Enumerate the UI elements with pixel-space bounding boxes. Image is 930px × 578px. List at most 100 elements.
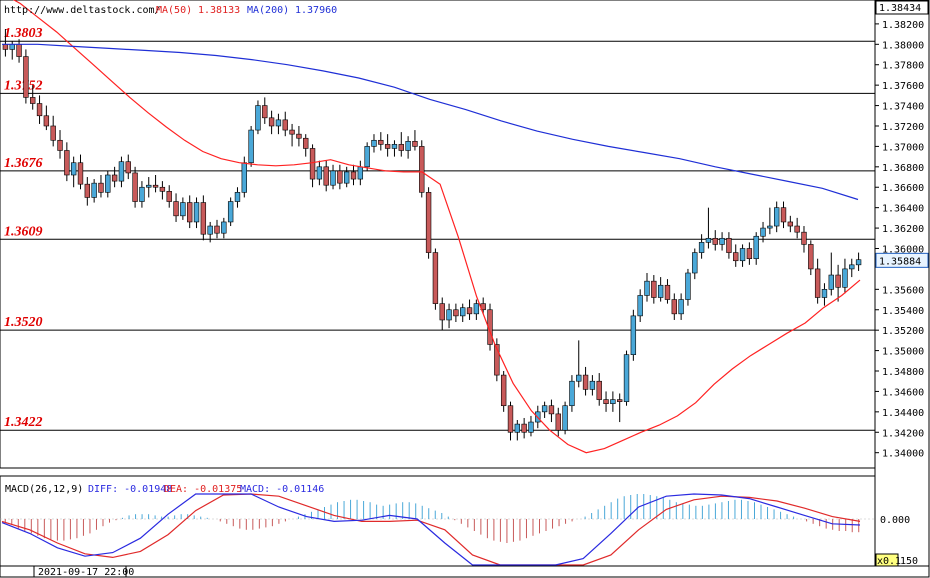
candle-body bbox=[726, 237, 732, 253]
candle-body bbox=[23, 56, 29, 98]
candle-body bbox=[98, 182, 104, 193]
candle-body bbox=[446, 309, 452, 321]
candle-body bbox=[657, 284, 664, 298]
price-tick-label: 1.34800 bbox=[882, 367, 924, 378]
candle-body bbox=[528, 421, 534, 433]
candle-body bbox=[262, 105, 268, 119]
dea-line bbox=[1, 493, 861, 566]
price-tick-label: 1.35000 bbox=[882, 347, 924, 358]
candle-body bbox=[2, 44, 9, 50]
candle-body bbox=[248, 129, 254, 164]
candle-body bbox=[582, 374, 589, 390]
candle-body bbox=[500, 374, 507, 407]
candle-body bbox=[125, 161, 131, 174]
price-tick-label: 1.36800 bbox=[882, 163, 924, 174]
candle-body bbox=[753, 235, 759, 260]
candle-body bbox=[473, 303, 480, 315]
candle-body bbox=[821, 289, 828, 298]
macd-pane bbox=[0, 475, 876, 567]
candle-body bbox=[541, 405, 548, 413]
candle-body bbox=[623, 354, 630, 402]
candle-body bbox=[719, 237, 725, 245]
source-url[interactable]: http://www.deltastock.com/ bbox=[4, 5, 161, 16]
candle-body bbox=[289, 129, 295, 135]
candle-body bbox=[630, 315, 637, 355]
price-tick-label: 1.34400 bbox=[882, 408, 924, 419]
candle-body bbox=[596, 380, 602, 400]
candle-body bbox=[767, 225, 773, 229]
price-tick-label: 1.37800 bbox=[882, 61, 924, 72]
candle-body bbox=[241, 162, 247, 193]
level-label: 1.3676 bbox=[4, 156, 43, 171]
candle-body bbox=[412, 140, 418, 147]
candle-body bbox=[664, 284, 671, 300]
price-tick-label: 1.34200 bbox=[882, 428, 924, 439]
candle-body bbox=[139, 186, 145, 202]
candle-body bbox=[303, 137, 309, 149]
ma50-label: MA(50) bbox=[156, 5, 192, 16]
candle-body bbox=[808, 244, 814, 270]
candle-body bbox=[712, 237, 718, 245]
candle-body bbox=[9, 44, 15, 50]
price-tick-label: 1.37600 bbox=[882, 81, 924, 92]
candle-body bbox=[384, 144, 391, 149]
price-axis bbox=[874, 0, 930, 567]
candle-body bbox=[835, 274, 841, 288]
candle-body bbox=[698, 242, 705, 253]
price-tick-label: 1.37200 bbox=[882, 122, 924, 133]
candle-body bbox=[43, 115, 50, 127]
candle-body bbox=[514, 423, 521, 433]
price-tick-label: 1.38200 bbox=[882, 20, 924, 31]
candle-body bbox=[275, 119, 282, 127]
candle-body bbox=[801, 231, 807, 245]
candle-body bbox=[350, 171, 357, 180]
candle-body bbox=[507, 405, 514, 433]
candle-body bbox=[152, 184, 159, 188]
candle-body bbox=[569, 380, 575, 407]
macd-bottom-label: 150 bbox=[900, 556, 918, 567]
candle-body bbox=[159, 186, 166, 192]
candle-body bbox=[207, 225, 213, 235]
macd-zero-label: 0.000 bbox=[880, 515, 910, 526]
candle-body bbox=[678, 299, 684, 315]
candle-body bbox=[733, 252, 739, 262]
price-top-value: 1.38434 bbox=[879, 3, 921, 14]
candle-body bbox=[234, 192, 241, 202]
candle-body bbox=[425, 192, 432, 253]
candle-body bbox=[842, 268, 848, 288]
candle-body bbox=[77, 162, 84, 185]
macd-dea-value: DEA: -0.01375 bbox=[164, 484, 242, 495]
price-tick-label: 1.36200 bbox=[882, 224, 924, 235]
candle-body bbox=[343, 171, 350, 184]
candle-body bbox=[589, 380, 596, 390]
price-tick-label: 1.36400 bbox=[882, 204, 924, 215]
candle-body bbox=[268, 117, 275, 127]
current-price-box bbox=[875, 252, 929, 268]
candle-body bbox=[214, 225, 220, 234]
candle-body bbox=[50, 125, 56, 141]
candle-body bbox=[357, 166, 364, 180]
candle-body bbox=[371, 139, 377, 147]
candle-body bbox=[323, 166, 329, 186]
candle-body bbox=[794, 225, 800, 233]
diff-line bbox=[1, 493, 861, 566]
macd-diff-value: DIFF: -0.01948 bbox=[88, 484, 172, 495]
candle-body bbox=[398, 144, 404, 151]
candle-body bbox=[849, 264, 855, 270]
candle-body bbox=[16, 44, 22, 57]
ma200-line bbox=[2, 43, 859, 201]
time-axis bbox=[0, 565, 930, 578]
candle-body bbox=[460, 307, 466, 317]
price-tick-label: 1.37000 bbox=[882, 142, 924, 153]
candle-body bbox=[105, 174, 111, 193]
candle-body bbox=[576, 374, 582, 382]
candle-body bbox=[739, 248, 746, 262]
candle-body bbox=[255, 105, 261, 131]
macd-title: MACD(26,12,9) bbox=[5, 484, 83, 495]
level-label: 1.3609 bbox=[4, 224, 43, 239]
time-axis-date: 2021-09-17 22:00 bbox=[38, 567, 134, 578]
price-tick-label: 1.38000 bbox=[882, 40, 924, 51]
candle-body bbox=[282, 119, 288, 131]
candle-body bbox=[146, 184, 152, 188]
